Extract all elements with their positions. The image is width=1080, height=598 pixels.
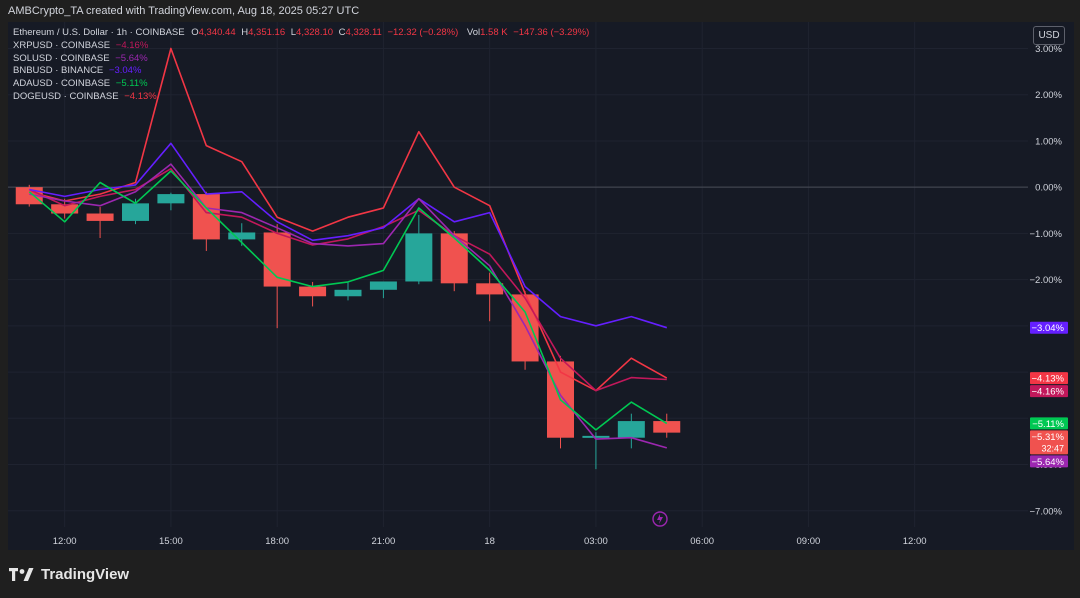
candle-body[interactable] [157, 194, 185, 204]
legend-change: −12.32 (−0.28%) [387, 27, 459, 38]
candle-body[interactable] [582, 435, 610, 438]
candle-body[interactable] [440, 233, 468, 284]
creator-credit: AMBCrypto_TA created with TradingView.co… [8, 5, 360, 17]
legend-compare-change: −4.13% [124, 90, 157, 102]
legend-compare-symbol: BNBUSD · BINANCE [13, 65, 104, 77]
price-label-text: −3.04% [1032, 323, 1065, 334]
legend-low-value: 4,328.10 [296, 27, 334, 38]
legend-compare-change: −4.16% [115, 39, 149, 51]
candle-body[interactable] [369, 281, 397, 290]
tradingview-logo-icon [9, 567, 34, 581]
series-line-dogeusd[interactable] [29, 47, 668, 392]
x-tick-label: 06:00 [690, 536, 714, 547]
x-tick-label: 09:00 [797, 536, 821, 547]
legend-compare-xrp[interactable]: XRPUSD · COINBASE −4.16% [13, 40, 589, 53]
x-tick-label: 18 [484, 536, 495, 547]
legend-symbol: Ethereum / U.S. Dollar · 1h · COINBASE [13, 27, 185, 38]
top-bar: AMBCrypto_TA created with TradingView.co… [0, 0, 1080, 22]
countdown-text: 32:47 [1041, 443, 1064, 453]
legend-compare-symbol: ADAUSD · COINBASE [13, 78, 111, 90]
y-tick-label: −1.00% [1030, 229, 1063, 240]
legend-compare-symbol: XRPUSD · COINBASE [13, 39, 111, 51]
candle-body[interactable] [653, 421, 681, 433]
legend-compare-doge[interactable]: DOGEUSD · COINBASE −4.13% [13, 91, 589, 104]
legend-vol-value: 1.58 K [480, 27, 508, 38]
brand-name: TradingView [41, 566, 130, 583]
legend-close-value: 4,328.11 [345, 27, 382, 38]
price-chart[interactable]: 3.00%2.00%1.00%0.00%−1.00%−2.00%−7.00%−6… [8, 22, 1074, 550]
legend-vol-label: Vol [466, 27, 481, 38]
y-tick-label: 3.00% [1035, 44, 1062, 55]
series-line-xrpusd[interactable] [28, 167, 667, 392]
x-tick-label: 12:00 [903, 536, 927, 547]
series-line-bnbusd[interactable] [29, 142, 668, 329]
candle-body[interactable] [511, 294, 539, 362]
candle-body[interactable] [122, 203, 149, 221]
chart-area[interactable]: 3.00%2.00%1.00%0.00%−1.00%−2.00%−7.00%−6… [8, 22, 1074, 550]
legend-vol-change: −147.36 (−3.29%) [513, 27, 590, 38]
legend-compare-ada[interactable]: ADAUSD · COINBASE −5.11% [13, 78, 589, 91]
legend-compare-change: −5.64% [115, 52, 148, 64]
legend-compare-sol[interactable]: SOLUSD · COINBASE −5.64% [13, 53, 589, 66]
legend-open-value: 4,340.44 [198, 27, 236, 38]
legend-high-value: 4,351.16 [248, 27, 286, 38]
legend-high-label: H [241, 27, 249, 38]
lightning-icon [657, 514, 663, 524]
price-label-badge [1030, 430, 1068, 455]
legend-compare-symbol: SOLUSD · COINBASE [13, 52, 110, 64]
series-line-solusd[interactable] [29, 163, 668, 449]
candle-body[interactable] [228, 232, 256, 240]
series-line-adausd[interactable] [28, 170, 668, 431]
chart-legend: Ethereum / U.S. Dollar · 1h · COINBASE O… [13, 27, 589, 104]
legend-low-label: L [290, 27, 297, 38]
scroll-to-realtime-icon[interactable] [652, 511, 668, 527]
candle-body[interactable] [405, 233, 433, 282]
price-label-text: −5.31% [1032, 432, 1065, 443]
y-tick-label: 1.00% [1035, 136, 1062, 147]
tradingview-brand: TradingView [9, 566, 129, 583]
y-tick-label: 2.00% [1035, 90, 1062, 101]
candle-body[interactable] [299, 286, 327, 297]
legend-compare-bnb[interactable]: BNBUSD · BINANCE −3.04% [13, 65, 589, 78]
price-label-text: −5.64% [1032, 457, 1065, 468]
price-label-badge [1030, 372, 1068, 385]
price-label-text: −5.11% [1032, 419, 1064, 430]
legend-main-row[interactable]: Ethereum / U.S. Dollar · 1h · COINBASE O… [13, 27, 589, 40]
candle-body[interactable] [334, 289, 362, 297]
candle-body[interactable] [51, 204, 79, 214]
y-tick-label: 0.00% [1035, 183, 1062, 194]
price-label-badge [1030, 321, 1068, 334]
legend-open-label: O [191, 27, 199, 38]
x-tick-label: 21:00 [372, 536, 396, 547]
price-label-badge [1030, 455, 1068, 468]
legend-close-label: C [338, 27, 346, 38]
y-tick-label: −7.00% [1030, 506, 1063, 517]
x-tick-label: 15:00 [159, 536, 183, 547]
x-tick-label: 03:00 [584, 536, 608, 547]
price-label-badge [1030, 417, 1068, 430]
legend-compare-change: −5.11% [115, 78, 148, 90]
candle-body[interactable] [263, 232, 291, 287]
price-label-badge [1030, 385, 1068, 398]
candle-body[interactable] [86, 213, 114, 221]
y-tick-label: −2.00% [1030, 275, 1063, 286]
x-tick-label: 18:00 [265, 536, 289, 547]
currency-button[interactable]: USD [1033, 26, 1065, 45]
candle-body[interactable] [617, 421, 645, 438]
candle-body[interactable] [476, 283, 504, 295]
price-label-text: −4.13% [1032, 374, 1065, 385]
x-tick-label: 12:00 [53, 536, 77, 547]
legend-compare-symbol: DOGEUSD · COINBASE [13, 90, 119, 102]
legend-compare-change: −3.04% [108, 65, 142, 77]
price-label-text: −4.16% [1032, 387, 1065, 398]
